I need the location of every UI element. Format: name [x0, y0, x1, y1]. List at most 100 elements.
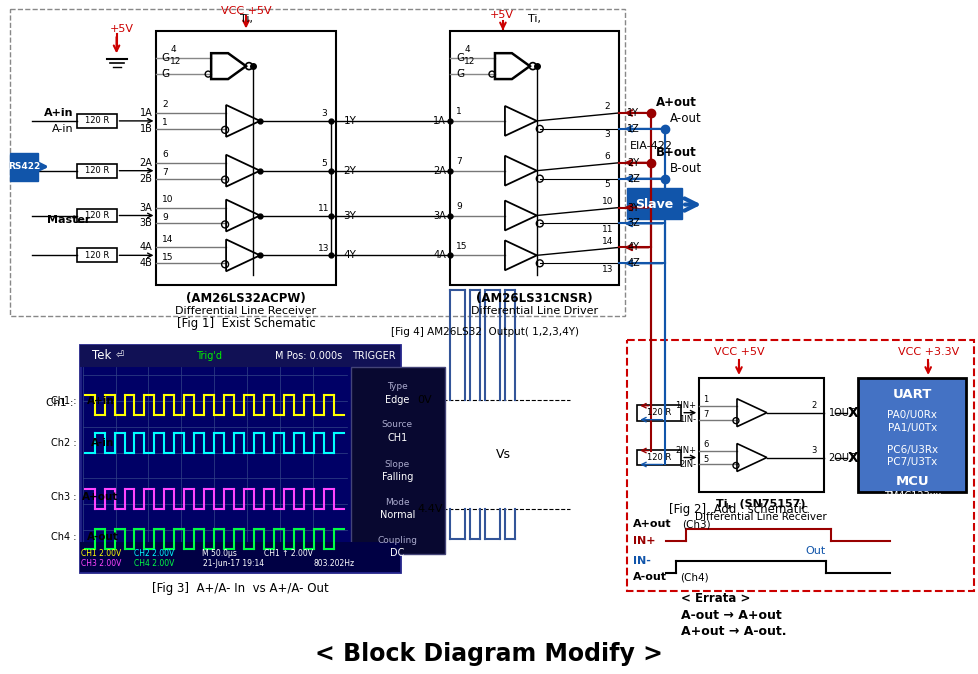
- Text: A+out: A+out: [633, 519, 671, 529]
- Bar: [698, 378, 822, 493]
- Text: CH1 ↑ 2.00V: CH1 ↑ 2.00V: [264, 549, 313, 557]
- Bar: [79, 345, 400, 367]
- Text: A+in: A+in: [44, 108, 73, 118]
- Text: Ch3 :: Ch3 :: [51, 492, 76, 502]
- Text: Out: Out: [805, 546, 825, 556]
- Bar: [156, 31, 335, 285]
- Text: A+in: A+in: [87, 396, 114, 406]
- Text: 120 R: 120 R: [84, 117, 109, 125]
- Bar: [627, 187, 682, 220]
- Text: A-out: A-out: [670, 113, 701, 125]
- Text: [Fig 4] AM26LS32  Output( 1,2,3,4Y): [Fig 4] AM26LS32 Output( 1,2,3,4Y): [390, 327, 578, 337]
- Text: 2A: 2A: [433, 166, 446, 176]
- Text: A+out → A-out.: A+out → A-out.: [681, 625, 786, 638]
- Text: VCC +3.3V: VCC +3.3V: [897, 347, 957, 357]
- Text: Ch1 :: Ch1 :: [51, 396, 76, 406]
- Text: VCC +5V: VCC +5V: [220, 6, 271, 16]
- Text: PA0/U0Rx: PA0/U0Rx: [886, 410, 936, 420]
- Text: Falling: Falling: [381, 472, 413, 483]
- Text: 120 R: 120 R: [84, 251, 109, 260]
- Text: Slave: Slave: [635, 198, 673, 211]
- Text: 1A: 1A: [433, 116, 446, 126]
- Bar: [76, 164, 116, 178]
- Text: 21-Jun-17 19:14: 21-Jun-17 19:14: [203, 559, 264, 568]
- Text: ⏎: ⏎: [115, 351, 123, 361]
- Text: 11: 11: [318, 204, 330, 213]
- Text: < Block Diagram Modify >: < Block Diagram Modify >: [315, 642, 662, 666]
- Bar: [10, 153, 38, 181]
- Bar: [79, 345, 400, 572]
- Text: IN+: IN+: [633, 536, 655, 546]
- Text: Ch4 :: Ch4 :: [51, 532, 76, 542]
- Text: 2Y: 2Y: [627, 158, 639, 168]
- Text: (AM26LS32ACPW): (AM26LS32ACPW): [186, 292, 305, 305]
- Text: Source: Source: [381, 420, 413, 429]
- Text: Mode: Mode: [384, 498, 409, 507]
- Text: VCC +5V: VCC +5V: [713, 347, 764, 357]
- Bar: [76, 114, 116, 128]
- Text: CH1 2.00V: CH1 2.00V: [81, 549, 121, 557]
- Text: A-in: A-in: [52, 124, 73, 134]
- Text: TRIGGER: TRIGGER: [351, 351, 395, 361]
- Text: 10: 10: [601, 197, 612, 206]
- Text: 1: 1: [702, 395, 708, 404]
- Text: PA1/U0Tx: PA1/U0Tx: [887, 423, 936, 433]
- Text: 15: 15: [162, 253, 174, 262]
- Text: 14: 14: [601, 237, 612, 246]
- Text: 5: 5: [604, 180, 609, 189]
- Text: 5: 5: [321, 159, 327, 168]
- Text: (AM26LS31CNSR): (AM26LS31CNSR): [476, 292, 593, 305]
- Text: G̅: G̅: [161, 69, 169, 79]
- Text: 4: 4: [464, 44, 469, 54]
- Text: 2: 2: [604, 102, 609, 111]
- Text: Coupling: Coupling: [377, 536, 417, 545]
- Text: 4.4V: 4.4V: [417, 504, 442, 514]
- Text: 803.202Hz: 803.202Hz: [313, 559, 354, 568]
- Text: Tek: Tek: [92, 349, 111, 363]
- Text: B+out: B+out: [655, 146, 696, 159]
- Text: Slope: Slope: [384, 460, 410, 469]
- Text: DC: DC: [390, 548, 404, 558]
- Text: 2OUT: 2OUT: [827, 452, 855, 462]
- Text: +5V: +5V: [110, 24, 133, 34]
- Text: 0V: 0V: [417, 395, 431, 405]
- Text: 7: 7: [162, 168, 168, 177]
- Text: (Ch3): (Ch3): [682, 519, 710, 529]
- Text: 6: 6: [702, 440, 708, 449]
- Text: 2Y: 2Y: [343, 166, 356, 176]
- Bar: [450, 31, 619, 285]
- Text: Ti,: Ti,: [240, 14, 252, 24]
- Text: 4A: 4A: [140, 243, 153, 252]
- Text: 120 R: 120 R: [84, 211, 109, 220]
- Text: 120 R: 120 R: [646, 453, 671, 462]
- Bar: [76, 248, 116, 262]
- Text: PC7/U3Tx: PC7/U3Tx: [886, 458, 936, 468]
- Text: A-out: A-out: [87, 532, 118, 542]
- Text: MCU: MCU: [895, 475, 928, 488]
- Text: M 50.0μs: M 50.0μs: [201, 549, 237, 557]
- Text: [Fig 1]  Exist Schematic: [Fig 1] Exist Schematic: [176, 317, 315, 330]
- Text: 2: 2: [810, 401, 816, 410]
- Text: Edge: Edge: [384, 395, 409, 405]
- Text: Differential Line Driver: Differential Line Driver: [470, 306, 598, 316]
- Text: X: X: [847, 450, 858, 464]
- Text: PC6/U3Rx: PC6/U3Rx: [886, 445, 937, 454]
- Text: 3: 3: [604, 130, 609, 140]
- Text: 1Y: 1Y: [343, 116, 356, 126]
- Text: 2A: 2A: [140, 158, 153, 168]
- Text: 12: 12: [170, 57, 182, 65]
- Bar: [637, 450, 681, 466]
- Text: UART: UART: [892, 388, 931, 401]
- Text: TM4C123xx: TM4C123xx: [883, 491, 940, 501]
- Text: Differential Line Receiver: Differential Line Receiver: [694, 512, 825, 522]
- Text: CH1: CH1: [387, 433, 407, 443]
- Bar: [10, 9, 625, 316]
- Text: Ti,: Ti,: [528, 14, 541, 24]
- Text: 1OUT: 1OUT: [827, 408, 855, 418]
- Text: 6: 6: [162, 150, 168, 159]
- Bar: [858, 378, 965, 493]
- Bar: [79, 542, 400, 572]
- Text: A-out: A-out: [633, 572, 667, 582]
- Text: G: G: [456, 53, 464, 63]
- Text: 120 R: 120 R: [84, 166, 109, 175]
